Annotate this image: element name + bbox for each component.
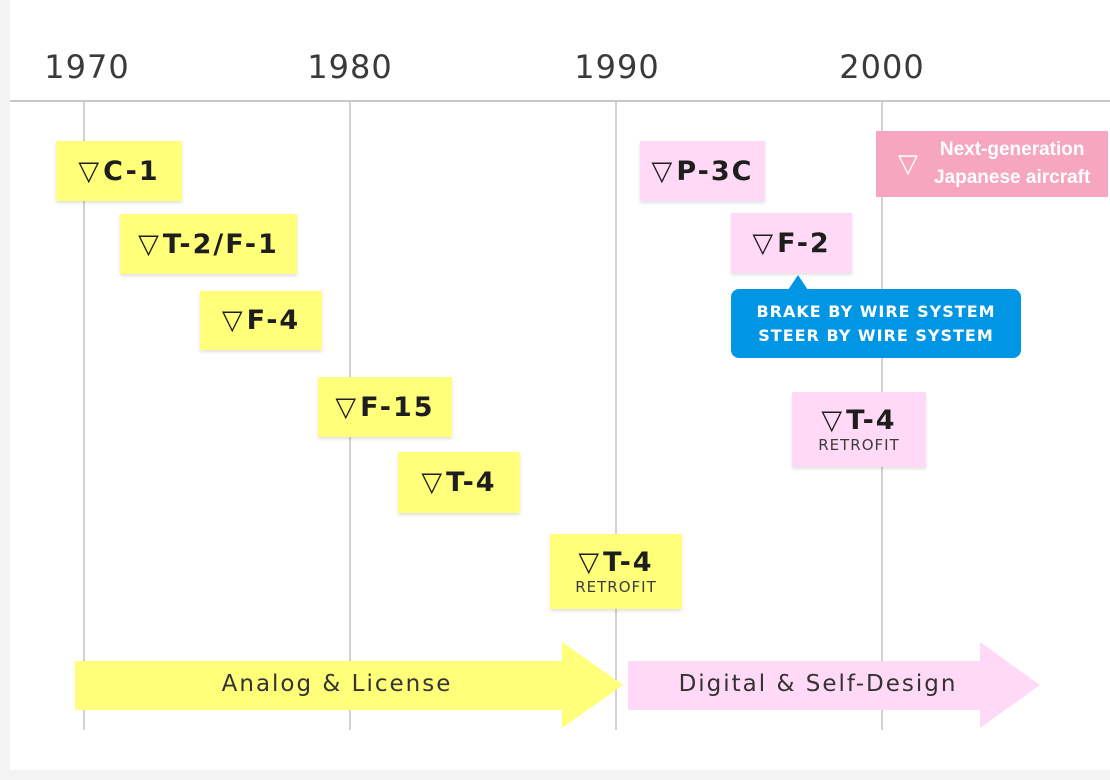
triangle-marker-icon: ▽	[898, 149, 918, 179]
triangle-marker-icon: ▽	[752, 227, 776, 259]
aircraft-f4: ▽F-4	[200, 291, 322, 350]
digital-era-arrow	[628, 642, 1040, 728]
timeline-axis	[10, 100, 1110, 102]
aircraft-t4-retrofit-digital: ▽T-4 RETROFIT	[792, 392, 926, 467]
triangle-marker-icon: ▽	[335, 391, 359, 423]
callout-line-brake: BRAKE BY WIRE SYSTEM	[756, 301, 996, 321]
triangle-marker-icon: ▽	[421, 467, 445, 498]
triangle-marker-icon: ▽	[138, 228, 161, 260]
year-2000: 2000	[839, 48, 925, 86]
aircraft-f15: ▽F-15	[318, 377, 452, 437]
triangle-marker-icon: ▽	[578, 546, 602, 578]
triangle-marker-icon: ▽	[651, 155, 675, 187]
digital-era-label: Digital & Self-Design	[678, 671, 958, 697]
aircraft-t2-f1: ▽T-2/F-1	[120, 214, 297, 274]
analog-era-label: Analog & License	[221, 671, 453, 697]
retrofit-sublabel: RETROFIT	[575, 577, 657, 596]
f2-feature-callout: BRAKE BY WIRE SYSTEM STEER BY WIRE SYSTE…	[731, 289, 1021, 358]
year-1980: 1980	[307, 48, 393, 86]
next-generation-label: Next-generation Japanese aircraft	[934, 139, 1091, 188]
triangle-marker-icon: ▽	[221, 305, 245, 336]
year-1990: 1990	[574, 48, 660, 86]
aircraft-t4-label: ▽T-4	[421, 467, 497, 498]
aircraft-t4-retrofit-analog: ▽T-4 RETROFIT	[550, 534, 682, 609]
aircraft-c1: ▽C-1	[56, 141, 182, 201]
gridline-1990	[615, 102, 617, 730]
analog-era-arrow	[75, 642, 623, 728]
aircraft-f2-label: ▽F-2	[752, 227, 831, 259]
aircraft-f2: ▽F-2	[731, 213, 852, 273]
gridline-1970	[83, 102, 85, 730]
aircraft-p3c: ▽P-3C	[640, 141, 765, 201]
aircraft-t4: ▽T-4	[398, 452, 520, 513]
retrofit-sublabel: RETROFIT	[818, 435, 900, 454]
callout-line-steer: STEER BY WIRE SYSTEM	[758, 325, 994, 345]
aircraft-t4-retrofit-label: ▽T-4	[578, 546, 654, 578]
year-1970: 1970	[44, 48, 130, 86]
aircraft-f15-label: ▽F-15	[335, 391, 435, 423]
callout-pointer	[788, 275, 808, 290]
aircraft-c1-label: ▽C-1	[78, 155, 160, 187]
aircraft-p3c-label: ▽P-3C	[651, 155, 754, 187]
aircraft-f4-label: ▽F-4	[221, 305, 301, 336]
timeline-panel	[10, 0, 1110, 770]
aircraft-t4-retrofit-label: ▽T-4	[821, 404, 897, 436]
triangle-marker-icon: ▽	[821, 404, 845, 436]
aircraft-t2-f1-label: ▽T-2/F-1	[138, 228, 279, 260]
triangle-marker-icon: ▽	[78, 155, 102, 187]
next-generation-box: ▽ Next-generation Japanese aircraft	[876, 131, 1108, 197]
